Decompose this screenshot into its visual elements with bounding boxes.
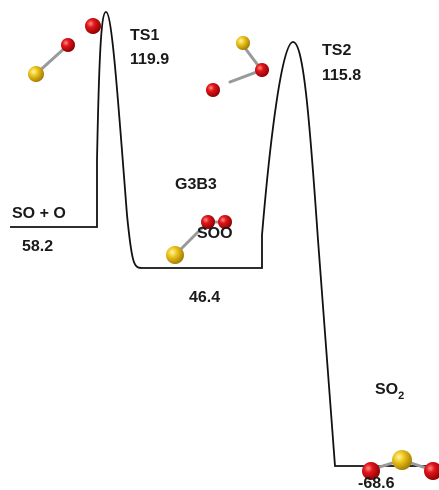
state-energy: 58.2: [22, 238, 53, 255]
molecule-so-o: [28, 18, 101, 82]
energy-diagram: G3B3 SO + O 58.2 TS1 119.9 SOO 46.4 TS2 …: [0, 0, 439, 490]
state-energy: 115.8: [322, 67, 361, 84]
state-label: SO2: [375, 381, 404, 402]
state-energy: -68.6: [358, 475, 395, 490]
molecule-ts2: [206, 36, 269, 97]
method-label: G3B3: [175, 176, 217, 193]
state-label: SOO: [197, 225, 233, 242]
state-energy: 119.9: [130, 51, 169, 68]
state-label: SO + O: [12, 205, 66, 222]
state-energy: 46.4: [189, 289, 220, 306]
state-label-main: SO: [375, 381, 398, 398]
state-label: TS1: [130, 27, 159, 44]
state-label: TS2: [322, 42, 351, 59]
state-label-subscript: 2: [398, 390, 404, 402]
